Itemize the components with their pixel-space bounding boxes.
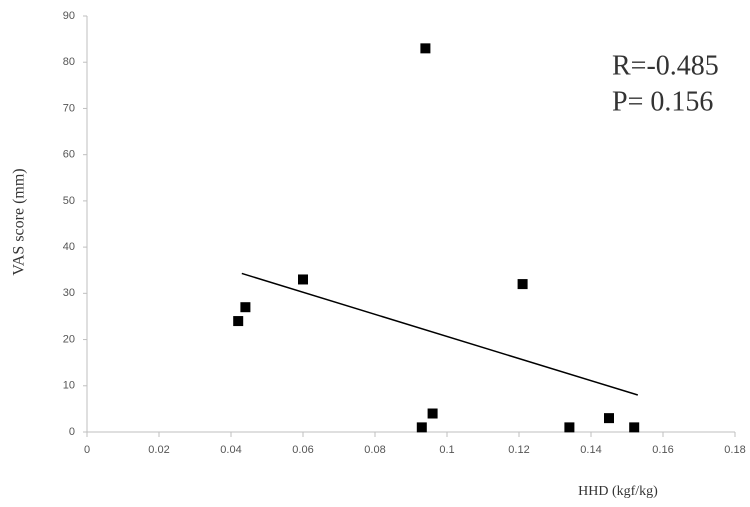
point [629,422,640,433]
point [427,408,438,419]
point [564,422,575,433]
x-axis-label: HHD (kgf/kg) [578,484,658,499]
y-tick-label: 60 [63,149,75,161]
x-tick-label: 0.02 [148,444,169,456]
point [604,413,614,424]
trend-line [241,272,639,396]
x-tick-label: 0.14 [580,444,601,456]
y-tick-label: 90 [63,10,75,22]
y-tick-label: 10 [63,380,75,392]
x-tick-label: 0.12 [508,444,529,456]
y-tick-label: 30 [63,287,75,299]
x-tick-label: 0.18 [724,444,745,456]
point [517,279,528,290]
x-tick-label: 0.04 [220,444,241,456]
x-tick-label: 0.1 [439,444,454,456]
y-tick-label: 40 [63,241,75,253]
y-tick-label: 80 [63,56,75,68]
x-tick-label: 0 [84,444,90,456]
point [233,316,244,327]
annotation: P= 0.156 [612,86,713,117]
x-tick-label: 0.08 [364,444,385,456]
y-tick-label: 0 [69,426,75,438]
annotation: R=-0.485 [612,50,719,81]
y-tick-label: 20 [63,333,75,345]
y-axis-label: VAS score (mm) [11,168,28,275]
point [298,274,308,285]
x-tick-label: 0.06 [292,444,313,456]
y-tick-label: 50 [63,195,75,207]
x-tick-label: 0.16 [652,444,673,456]
point [420,43,431,54]
y-tick-label: 70 [63,102,75,114]
point [416,422,427,433]
point [240,302,251,313]
